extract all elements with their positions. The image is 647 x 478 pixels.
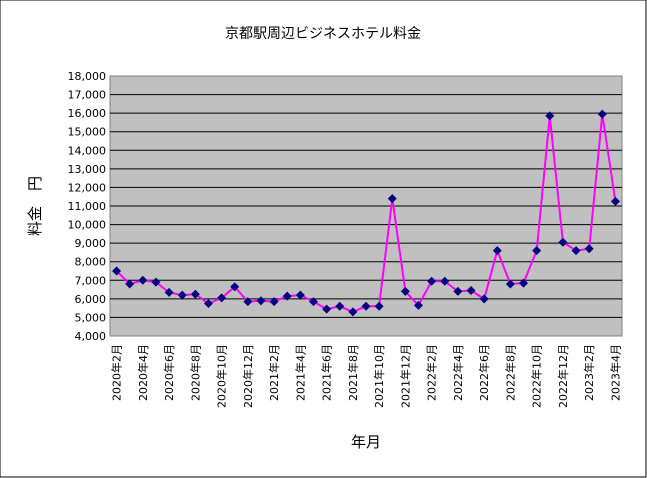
data-point — [190, 289, 200, 299]
x-tick-label: 2021年12月 — [398, 344, 412, 408]
data-point — [282, 291, 292, 301]
x-tick-label: 2020年6月 — [162, 344, 176, 401]
y-tick-label: 7,000 — [75, 274, 107, 287]
data-point — [519, 278, 529, 288]
x-axis-title: 年月 — [351, 433, 381, 451]
data-markers — [112, 109, 620, 317]
x-tick-label: 2021年6月 — [320, 344, 334, 401]
data-point — [374, 301, 384, 311]
data-point — [387, 194, 397, 204]
data-point — [414, 300, 424, 310]
data-point — [164, 287, 174, 297]
data-point — [505, 279, 515, 289]
x-tick-label: 2022年4月 — [451, 344, 465, 401]
x-tick-label: 2021年10月 — [372, 344, 386, 408]
y-tick-label: 4,000 — [75, 330, 107, 343]
y-tick-label: 9,000 — [75, 237, 107, 250]
y-tick-label: 15,000 — [68, 126, 107, 139]
data-point — [348, 307, 358, 317]
y-tick-label: 12,000 — [68, 181, 107, 194]
data-point — [256, 296, 266, 306]
x-tick-label: 2022年10月 — [530, 344, 544, 408]
y-tick-label: 14,000 — [68, 144, 107, 157]
x-tick-label: 2020年10月 — [215, 344, 229, 408]
chart-title: 京都駅周辺ビジネスホテル料金 — [225, 26, 421, 42]
data-point — [492, 246, 502, 256]
x-tick-label: 2023年4月 — [608, 344, 622, 401]
y-axis-tick-labels: 4,000 5,000 6,000 7,000 8,000 9,000 10,000 11,0… — [68, 70, 107, 343]
x-tick-label: 2023年2月 — [582, 344, 596, 401]
data-point — [322, 304, 332, 314]
y-tick-label: 10,000 — [68, 219, 107, 232]
data-point — [295, 290, 305, 300]
data-point — [584, 244, 594, 254]
y-tick-label: 18,000 — [68, 70, 107, 83]
x-axis-tick-labels: 2020年2月 2020年4月 2020年6月 2020年8月 2020年10月 2020… — [110, 344, 623, 408]
x-tick-label: 2020年8月 — [188, 344, 202, 401]
data-point — [361, 301, 371, 311]
y-tick-label: 5,000 — [75, 311, 107, 324]
x-tick-label: 2022年8月 — [503, 344, 517, 401]
data-point — [177, 290, 187, 300]
y-tick-label: 6,000 — [75, 293, 107, 306]
data-point — [597, 109, 607, 119]
data-point — [151, 277, 161, 287]
x-tick-label: 2022年6月 — [477, 344, 491, 401]
data-point — [138, 275, 148, 285]
x-tick-label: 2021年8月 — [346, 344, 360, 401]
data-point — [427, 276, 437, 286]
y-tick-label: 8,000 — [75, 256, 107, 269]
data-point — [335, 301, 345, 311]
data-point — [217, 293, 227, 303]
y-tick-label: 17,000 — [68, 89, 107, 102]
data-point — [610, 196, 620, 206]
data-point — [440, 276, 450, 286]
data-point — [230, 282, 240, 292]
data-point — [125, 279, 135, 289]
data-point — [308, 297, 318, 307]
data-point — [453, 286, 463, 296]
data-point — [466, 286, 476, 295]
data-point — [243, 297, 253, 307]
y-tick-label: 16,000 — [68, 107, 107, 120]
y-tick-label: 11,000 — [68, 200, 107, 213]
x-tick-label: 2021年2月 — [267, 344, 281, 401]
data-point — [571, 246, 581, 256]
x-tick-label: 2022年2月 — [425, 344, 439, 401]
data-point — [112, 266, 122, 276]
data-point — [545, 111, 555, 121]
data-point — [203, 299, 213, 308]
data-point — [532, 246, 542, 256]
x-tick-label: 2020年12月 — [241, 344, 255, 408]
y-tick-label: 13,000 — [68, 163, 107, 176]
y-axis-title: 料金 円 — [26, 176, 44, 236]
x-tick-label: 2020年4月 — [136, 344, 150, 401]
x-tick-label: 2020年2月 — [110, 344, 124, 401]
data-point — [269, 297, 279, 307]
data-point — [558, 237, 568, 247]
data-point — [400, 286, 410, 296]
x-tick-label: 2022年12月 — [556, 344, 570, 408]
x-tick-label: 2021年4月 — [293, 344, 307, 401]
data-point — [479, 294, 489, 304]
